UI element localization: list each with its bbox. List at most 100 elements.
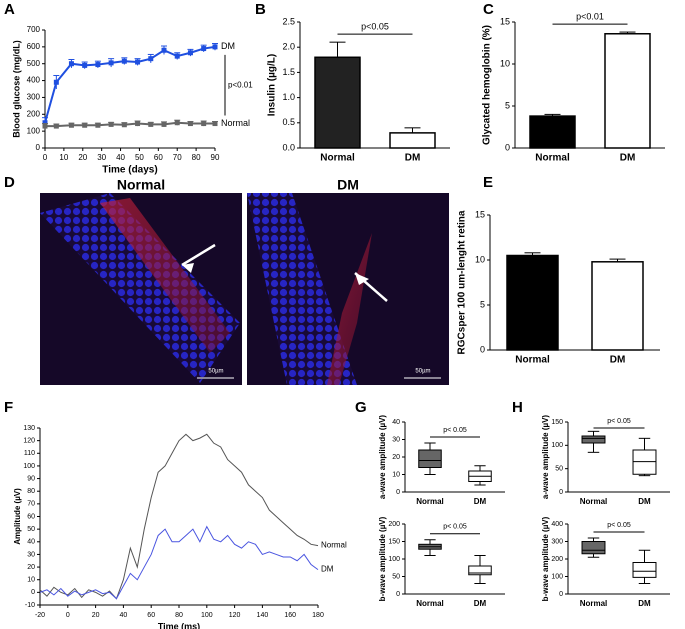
marker [121, 122, 127, 128]
x-tick-label: 100 [201, 612, 213, 619]
y-tick-label: 0 [396, 591, 400, 598]
panel-label: A [4, 1, 15, 18]
marker [68, 61, 74, 67]
y-tick-label: 10 [27, 577, 35, 584]
y-tick-label: 5 [480, 299, 485, 309]
panel-label: C [483, 1, 494, 18]
series-line [39, 525, 319, 600]
box [581, 541, 606, 555]
x-tick-label: 30 [97, 153, 106, 162]
x-tick-label: 160 [284, 612, 296, 619]
panel-label: F [4, 399, 13, 416]
box [468, 565, 492, 576]
y-tick-label: 100 [388, 556, 400, 563]
y-tick-label: 50 [555, 466, 563, 473]
x-tick-label: 60 [154, 153, 163, 162]
marker [212, 121, 218, 127]
x-tick-label: DM [405, 153, 421, 164]
series-label: Normal [321, 541, 347, 550]
y-tick-label: 2.0 [282, 42, 295, 52]
y-tick-label: 30 [392, 436, 400, 443]
x-tick-label: DM [474, 599, 487, 608]
y-tick-label: 15 [500, 16, 510, 26]
marker [42, 123, 48, 129]
y-axis-label: Amplitude (µV) [13, 488, 22, 545]
x-tick-label: 40 [120, 612, 128, 619]
marker [201, 121, 207, 127]
marker [82, 122, 88, 128]
y-tick-label: -10 [25, 602, 35, 609]
marker [148, 56, 154, 62]
box [632, 562, 657, 578]
y-tick-label: 150 [551, 419, 563, 426]
box [581, 435, 606, 444]
marker [108, 121, 114, 127]
arrow-head [355, 273, 369, 285]
ganglion-layer [100, 198, 230, 353]
y-tick-label: 1.0 [282, 92, 295, 102]
y-axis-label: b-wave amplitude (µV) [541, 516, 550, 601]
y-tick-label: 200 [388, 521, 400, 528]
y-tick-label: 300 [551, 538, 563, 545]
x-tick-label: DM [474, 497, 487, 506]
panel-label: H [512, 399, 523, 416]
y-tick-label: 30 [27, 551, 35, 558]
x-tick-label: 60 [147, 612, 155, 619]
y-tick-label: 200 [27, 109, 41, 118]
annotation: p< 0.05 [607, 418, 631, 425]
series-label: Normal [221, 118, 250, 128]
x-tick-label: Normal [580, 497, 608, 506]
panel-label: E [483, 174, 493, 191]
y-tick-label: 600 [27, 42, 41, 51]
marker [42, 120, 48, 126]
y-tick-label: 5 [505, 100, 510, 110]
y-tick-label: 100 [23, 463, 35, 470]
box [418, 449, 442, 468]
marker [187, 50, 193, 56]
annotation: p<0.01 [228, 80, 253, 89]
x-tick-label: 40 [116, 153, 125, 162]
y-tick-label: 50 [27, 526, 35, 533]
panel-label: D [4, 174, 15, 191]
marker [187, 121, 193, 127]
y-axis-label: Glycated hemoglobin (%) [482, 25, 493, 145]
y-tick-label: 0 [480, 344, 485, 354]
y-tick-label: 0 [559, 489, 563, 496]
x-tick-label: 90 [211, 153, 220, 162]
marker [148, 121, 154, 127]
x-tick-label: 120 [229, 612, 241, 619]
bar [314, 56, 361, 149]
y-tick-label: 80 [27, 488, 35, 495]
x-axis-label: Time (ms) [158, 621, 200, 629]
x-tick-label: 20 [78, 153, 87, 162]
marker [53, 79, 59, 85]
x-tick-label: 0 [66, 612, 70, 619]
y-tick-label: 10 [475, 254, 485, 264]
y-tick-label: 40 [27, 539, 35, 546]
x-tick-label: 0 [43, 153, 48, 162]
x-tick-label: DM [620, 153, 636, 164]
marker [121, 58, 127, 64]
x-tick-label: 80 [175, 612, 183, 619]
series-label: DM [321, 565, 334, 574]
marker [82, 62, 88, 68]
y-axis-label: Blood glucose (mg/dL) [11, 40, 21, 138]
y-tick-label: 100 [27, 126, 41, 135]
panel-label: B [255, 1, 266, 18]
x-tick-label: 50 [135, 153, 144, 162]
y-tick-label: 100 [551, 573, 563, 580]
y-axis-label: Insulin (µg/L) [267, 54, 278, 116]
marker [212, 44, 218, 50]
y-tick-label: 0.0 [282, 142, 295, 152]
x-tick-label: Normal [535, 153, 570, 164]
x-tick-label: DM [638, 599, 651, 608]
y-tick-label: 15 [475, 209, 485, 219]
series-line [39, 433, 319, 600]
arrow [181, 243, 216, 267]
y-tick-label: 0 [396, 489, 400, 496]
y-tick-label: 0 [36, 143, 41, 152]
y-tick-label: 1.5 [282, 67, 295, 77]
y-axis-label: a-wave amplitude (µV) [541, 415, 550, 500]
scale-bar-label: 50µm [208, 369, 223, 375]
